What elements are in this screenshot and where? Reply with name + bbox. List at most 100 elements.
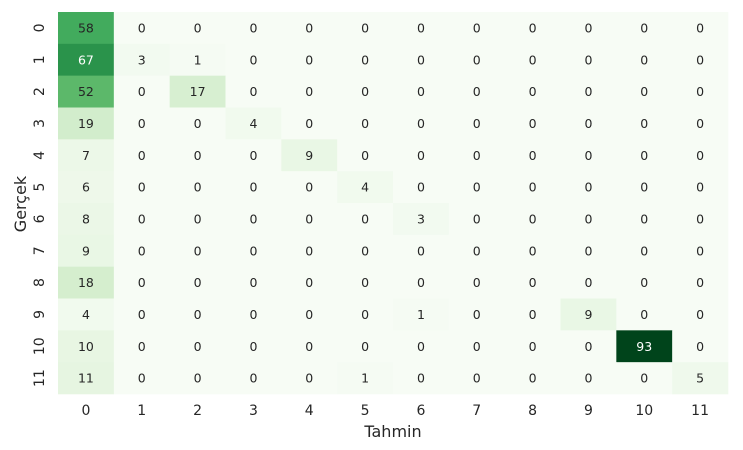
heatmap-cell-r1-c3 — [225, 43, 282, 76]
heatmap-cell-r9-c4 — [281, 298, 338, 331]
cell-value-r6-c7: 0 — [473, 211, 481, 226]
heatmap-cell-r8-c0 — [58, 266, 115, 299]
heatmap-cell-r4-c1 — [113, 139, 170, 172]
heatmap-cell-r7-c8 — [504, 234, 561, 267]
cell-value-r10-c10: 93 — [636, 339, 652, 354]
heatmap-cell-r5-c5 — [337, 171, 394, 204]
heatmap-cell-r11-c11 — [672, 362, 729, 395]
heatmap-cell-r9-c5 — [337, 298, 394, 331]
cell-value-r7-c2: 0 — [194, 243, 202, 258]
heatmap-cell-r2-c1 — [113, 75, 170, 108]
cell-value-r6-c9: 0 — [584, 211, 592, 226]
heatmap-cell-r2-c0 — [58, 75, 115, 108]
cell-value-r5-c6: 0 — [417, 180, 425, 195]
cell-value-r2-c11: 0 — [696, 84, 704, 99]
cell-value-r11-c9: 0 — [584, 371, 592, 386]
heatmap-cell-r2-c4 — [281, 75, 338, 108]
x-tick-0: 0 — [81, 403, 90, 419]
x-tick-8: 8 — [528, 403, 537, 419]
cell-value-r7-c11: 0 — [696, 243, 704, 258]
heatmap-cell-r6-c4 — [281, 203, 338, 236]
heatmap-cell-r1-c2 — [169, 43, 226, 76]
cell-value-r11-c1: 0 — [138, 371, 146, 386]
cell-value-r2-c8: 0 — [529, 84, 537, 99]
x-tick-labels: 0 1 2 3 4 5 6 7 8 9 10 11 — [81, 403, 709, 419]
heatmap-cell-r2-c3 — [225, 75, 282, 108]
cell-value-r2-c9: 0 — [584, 84, 592, 99]
heatmap-cell-r8-c4 — [281, 266, 338, 299]
heatmap-cell-r5-c1 — [113, 171, 170, 204]
heatmap-cell-r5-c7 — [448, 171, 505, 204]
cell-value-r1-c5: 0 — [361, 52, 369, 67]
heatmap-cell-r9-c8 — [504, 298, 561, 331]
heatmap-cell-r7-c11 — [672, 234, 729, 267]
cell-value-r10-c9: 0 — [584, 339, 592, 354]
cell-value-r10-c11: 0 — [696, 339, 704, 354]
cell-value-r5-c3: 0 — [249, 180, 257, 195]
cell-value-r4-c0: 7 — [82, 148, 90, 163]
cell-value-r1-c11: 0 — [696, 52, 704, 67]
cell-value-r8-c6: 0 — [417, 275, 425, 290]
heatmap-cell-r2-c5 — [337, 75, 394, 108]
cell-value-r6-c10: 0 — [640, 211, 648, 226]
x-tick-4: 4 — [305, 403, 314, 419]
heatmap-cell-r7-c2 — [169, 234, 226, 267]
heatmap-cell-r11-c5 — [337, 362, 394, 395]
cell-value-r0-c1: 0 — [138, 20, 146, 35]
cell-value-r10-c2: 0 — [194, 339, 202, 354]
cell-value-r5-c10: 0 — [640, 180, 648, 195]
heatmap-cell-r11-c3 — [225, 362, 282, 395]
cell-value-r8-c5: 0 — [361, 275, 369, 290]
cell-value-r3-c10: 0 — [640, 116, 648, 131]
cell-value-r1-c10: 0 — [640, 52, 648, 67]
heatmap-cell-r11-c9 — [560, 362, 617, 395]
cell-value-r0-c4: 0 — [305, 20, 313, 35]
heatmap-cell-r5-c11 — [672, 171, 729, 204]
cell-value-r0-c10: 0 — [640, 20, 648, 35]
heatmap-cell-r10-c7 — [448, 330, 505, 363]
heatmap-cell-r0-c1 — [113, 12, 170, 45]
cell-value-r4-c8: 0 — [529, 148, 537, 163]
heatmap-cell-r11-c2 — [169, 362, 226, 395]
heatmap-cell-r2-c11 — [672, 75, 729, 108]
heatmap-cell-r1-c5 — [337, 43, 394, 76]
heatmap-cell-r9-c7 — [448, 298, 505, 331]
heatmap-cell-r11-c7 — [448, 362, 505, 395]
cell-value-r5-c7: 0 — [473, 180, 481, 195]
x-axis-label: Tahmin — [363, 422, 421, 441]
heatmap-cell-r5-c8 — [504, 171, 561, 204]
cell-value-r6-c8: 0 — [529, 211, 537, 226]
heatmap-cell-r10-c1 — [113, 330, 170, 363]
cell-value-r7-c3: 0 — [249, 243, 257, 258]
heatmap-cell-r8-c8 — [504, 266, 561, 299]
cell-value-r0-c2: 0 — [194, 20, 202, 35]
x-tick-7: 7 — [472, 403, 481, 419]
heatmap-cell-r3-c0 — [58, 107, 115, 140]
heatmap-cell-r6-c7 — [448, 203, 505, 236]
heatmap-cell-r9-c9 — [560, 298, 617, 331]
heatmap-cell-r8-c11 — [672, 266, 729, 299]
heatmap-cell-r5-c10 — [616, 171, 673, 204]
cell-value-r7-c1: 0 — [138, 243, 146, 258]
heatmap-cell-r1-c11 — [672, 43, 729, 76]
heatmap-cell-r5-c6 — [393, 171, 450, 204]
cell-value-r11-c7: 0 — [473, 371, 481, 386]
heatmap-cell-r0-c11 — [672, 12, 729, 45]
heatmap-cell-r0-c6 — [393, 12, 450, 45]
cell-value-r1-c6: 0 — [417, 52, 425, 67]
heatmap-cell-r1-c7 — [448, 43, 505, 76]
cell-value-r2-c3: 0 — [249, 84, 257, 99]
cell-value-r6-c5: 0 — [361, 211, 369, 226]
heatmap-cell-r2-c8 — [504, 75, 561, 108]
heatmap-cell-r6-c9 — [560, 203, 617, 236]
cell-value-r8-c7: 0 — [473, 275, 481, 290]
heatmap-cell-r0-c8 — [504, 12, 561, 45]
cell-value-r3-c5: 0 — [361, 116, 369, 131]
heatmap-cell-r10-c2 — [169, 330, 226, 363]
cell-value-r10-c5: 0 — [361, 339, 369, 354]
heatmap-cell-r9-c11 — [672, 298, 729, 331]
cell-value-r9-c1: 0 — [138, 307, 146, 322]
cell-value-r11-c0: 11 — [78, 371, 94, 386]
cell-value-r0-c11: 0 — [696, 20, 704, 35]
